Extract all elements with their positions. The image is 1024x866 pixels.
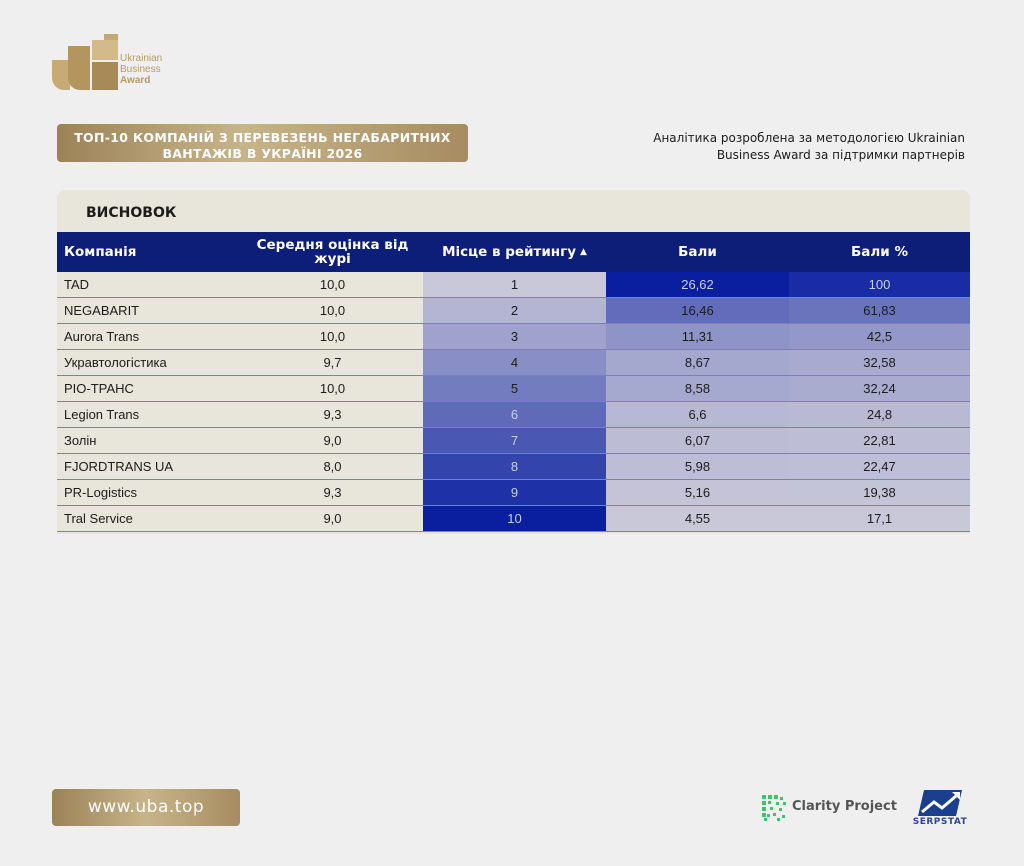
section-title: ВИСНОВОК bbox=[86, 205, 177, 221]
serpstat-logo-icon bbox=[918, 790, 962, 816]
cell-jury-score: 9,3 bbox=[242, 401, 423, 428]
page-title: ТОП-10 КОМПАНІЙ З ПЕРЕВЕЗЕНЬ НЕГАБАРИТНИ… bbox=[57, 124, 468, 162]
header-points[interactable]: Бали bbox=[606, 232, 789, 272]
logo-line-1: Ukrainian bbox=[120, 53, 163, 64]
cell-company: PR-Logistics bbox=[57, 479, 242, 506]
cell-place: 10 bbox=[423, 505, 606, 532]
cell-points: 5,16 bbox=[606, 479, 789, 506]
table-row[interactable]: PIO-ТРАНС 10,0 5 8,58 32,24 bbox=[57, 375, 970, 402]
cell-company: Aurora Trans bbox=[57, 323, 242, 350]
cell-company: PIO-ТРАНС bbox=[57, 375, 242, 402]
table-row[interactable]: Укравтологістика 9,7 4 8,67 32,58 bbox=[57, 349, 970, 376]
cell-points: 6,07 bbox=[606, 427, 789, 454]
cell-percent: 22,47 bbox=[789, 453, 970, 480]
cell-place: 3 bbox=[423, 323, 606, 350]
table-row[interactable]: PR-Logistics 9,3 9 5,16 19,38 bbox=[57, 479, 970, 506]
cell-jury-score: 10,0 bbox=[242, 297, 423, 324]
cell-company: FJORDTRANS UA bbox=[57, 453, 242, 480]
header-company[interactable]: Компанія bbox=[57, 232, 242, 272]
cell-place: 7 bbox=[423, 427, 606, 454]
cell-jury-score: 10,0 bbox=[242, 375, 423, 402]
cell-jury-score: 9,3 bbox=[242, 479, 423, 506]
cell-points: 26,62 bbox=[606, 272, 789, 298]
cell-company: Золін bbox=[57, 427, 242, 454]
cell-place: 8 bbox=[423, 453, 606, 480]
cell-percent: 32,58 bbox=[789, 349, 970, 376]
logo-line-2: Business bbox=[120, 64, 161, 75]
table-row[interactable]: Tral Service 9,0 10 4,55 17,1 bbox=[57, 505, 970, 532]
clarity-project-logo-icon bbox=[762, 795, 786, 821]
cell-points: 5,98 bbox=[606, 453, 789, 480]
logo-line-3: Award bbox=[120, 75, 151, 86]
cell-place: 1 bbox=[423, 272, 606, 298]
cell-company: NEGABARIT bbox=[57, 297, 242, 324]
cell-points: 8,67 bbox=[606, 349, 789, 376]
sort-ascending-icon[interactable]: ▲ bbox=[580, 247, 587, 257]
clarity-project-label: Clarity Project bbox=[792, 799, 897, 814]
cell-company: Tral Service bbox=[57, 505, 242, 532]
ranking-table: Компанія Середня оцінка від журі Місце в… bbox=[57, 232, 970, 532]
cell-jury-score: 9,7 bbox=[242, 349, 423, 376]
serpstat-label: SERPSTAT bbox=[912, 817, 968, 827]
cell-place: 2 bbox=[423, 297, 606, 324]
table-row[interactable]: Legion Trans 9,3 6 6,6 24,8 bbox=[57, 401, 970, 428]
cell-percent: 24,8 bbox=[789, 401, 970, 428]
table-row[interactable]: NEGABARIT 10,0 2 16,46 61,83 bbox=[57, 297, 970, 324]
table-header-row: Компанія Середня оцінка від журі Місце в… bbox=[57, 232, 970, 272]
cell-place: 5 bbox=[423, 375, 606, 402]
cell-place: 6 bbox=[423, 401, 606, 428]
cell-jury-score: 9,0 bbox=[242, 427, 423, 454]
logo-wordmark: Ukrainian Business Award bbox=[120, 53, 162, 86]
cell-points: 4,55 bbox=[606, 505, 789, 532]
cell-jury-score: 8,0 bbox=[242, 453, 423, 480]
cell-percent: 22,81 bbox=[789, 427, 970, 454]
cell-place: 4 bbox=[423, 349, 606, 376]
ukrainian-business-award-logo bbox=[52, 34, 118, 90]
header-place-label: Місце в рейтингу bbox=[442, 244, 576, 260]
cell-percent: 42,5 bbox=[789, 323, 970, 350]
cell-percent: 17,1 bbox=[789, 505, 970, 532]
header-percent[interactable]: Бали % bbox=[789, 232, 970, 272]
table-row[interactable]: FJORDTRANS UA 8,0 8 5,98 22,47 bbox=[57, 453, 970, 480]
cell-company: TAD bbox=[57, 272, 242, 298]
cell-points: 8,58 bbox=[606, 375, 789, 402]
header-place[interactable]: Місце в рейтингу ▲ bbox=[423, 232, 606, 272]
table-row[interactable]: Золін 9,0 7 6,07 22,81 bbox=[57, 427, 970, 454]
cell-jury-score: 10,0 bbox=[242, 323, 423, 350]
cell-percent: 32,24 bbox=[789, 375, 970, 402]
header-jury[interactable]: Середня оцінка від журі bbox=[242, 232, 423, 272]
cell-points: 6,6 bbox=[606, 401, 789, 428]
cell-company: Укравтологістика bbox=[57, 349, 242, 376]
cell-points: 11,31 bbox=[606, 323, 789, 350]
cell-percent: 61,83 bbox=[789, 297, 970, 324]
cell-jury-score: 10,0 bbox=[242, 272, 423, 298]
methodology-note: Аналітика розроблена за методологією Ukr… bbox=[653, 131, 965, 162]
table-row[interactable]: TAD 10,0 1 26,62 100 bbox=[57, 272, 970, 298]
website-link[interactable]: www.uba.top bbox=[52, 789, 240, 826]
results-panel: ВИСНОВОК Компанія Середня оцінка від жур… bbox=[57, 190, 970, 534]
table-row[interactable]: Aurora Trans 10,0 3 11,31 42,5 bbox=[57, 323, 970, 350]
cell-jury-score: 9,0 bbox=[242, 505, 423, 532]
cell-percent: 100 bbox=[789, 272, 970, 298]
cell-points: 16,46 bbox=[606, 297, 789, 324]
cell-percent: 19,38 bbox=[789, 479, 970, 506]
cell-company: Legion Trans bbox=[57, 401, 242, 428]
cell-place: 9 bbox=[423, 479, 606, 506]
